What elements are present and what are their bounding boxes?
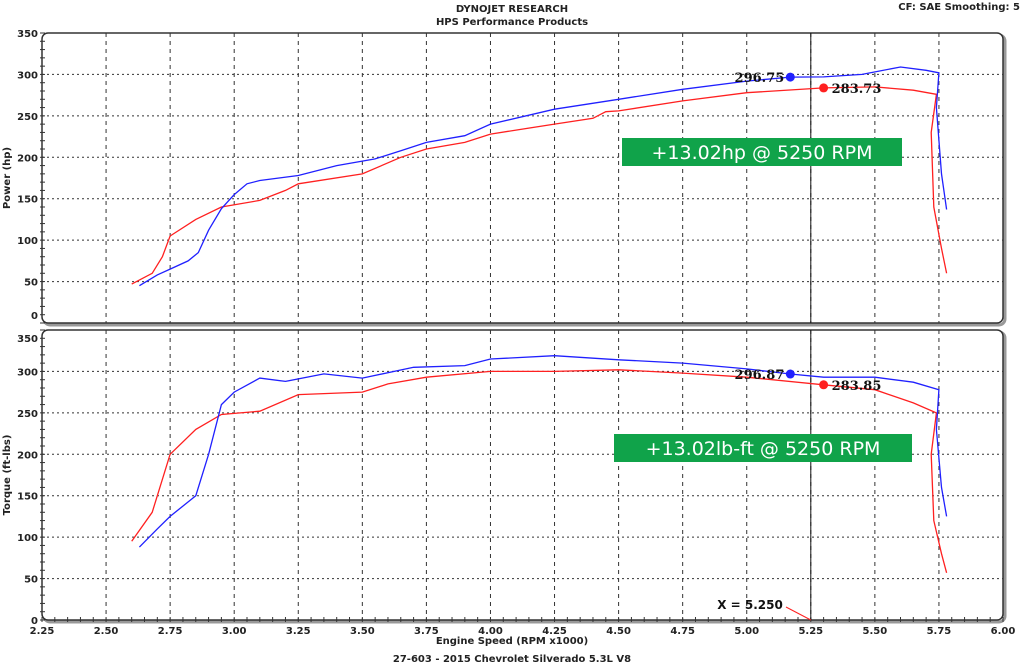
annotation-box bbox=[622, 138, 902, 166]
y-tick-label: 200 bbox=[17, 450, 38, 461]
x-tick-label: 4.75 bbox=[670, 626, 695, 637]
y-tick-label: 150 bbox=[17, 492, 38, 503]
x-tick-label: 5.50 bbox=[863, 626, 888, 637]
x-tick-label: 4.00 bbox=[478, 626, 503, 637]
y-tick-label: 100 bbox=[17, 236, 38, 247]
plot-frame bbox=[41, 32, 1004, 324]
y-tick-label: 300 bbox=[17, 367, 38, 378]
y-axis-title-torque: Torque (ft-lbs) bbox=[2, 435, 13, 516]
y-tick-label: 350 bbox=[17, 334, 38, 345]
data-label-baseline: 283.73 bbox=[832, 82, 882, 97]
y-tick-label: 100 bbox=[17, 533, 38, 544]
chart-title: DYNOJET RESEARCH bbox=[456, 4, 568, 15]
series-line-modified bbox=[138, 355, 948, 548]
power-panel: 0 50 100 150 200 250 300 350 296.75 283.73 +13.02h… bbox=[17, 29, 1007, 327]
x-tick-label: 2.75 bbox=[158, 626, 183, 637]
settings-label: CF: SAE Smoothing: 5 bbox=[898, 2, 1020, 13]
y-tick-label: 150 bbox=[17, 195, 38, 206]
annotation-text: +13.02lb-ft @ 5250 RPM bbox=[646, 438, 881, 460]
x-tick-label: 2.50 bbox=[94, 626, 119, 637]
series-line-baseline bbox=[131, 86, 948, 285]
y-axis-title-power: Power (hp) bbox=[2, 147, 13, 209]
x-tick-label: 6.00 bbox=[991, 626, 1016, 637]
plot-frame bbox=[41, 329, 1004, 621]
x-tick-label: 5.00 bbox=[734, 626, 759, 637]
series-line-baseline bbox=[131, 369, 948, 573]
data-marker-baseline bbox=[819, 83, 829, 93]
cursor-pointer-line bbox=[785, 606, 812, 621]
data-label-modified: 296.75 bbox=[735, 71, 785, 86]
y-tick-label: 350 bbox=[17, 29, 38, 40]
chart-subtitle: HPS Performance Products bbox=[436, 17, 588, 28]
x-tick-label: 3.75 bbox=[414, 626, 439, 637]
x-tick-label: 2.25 bbox=[30, 626, 55, 637]
y-tick-label: 250 bbox=[17, 409, 38, 420]
y-tick-label: 50 bbox=[24, 278, 38, 289]
x-tick-label: 3.50 bbox=[350, 626, 375, 637]
cursor-label: X = 5.250 bbox=[717, 598, 783, 612]
y-tick-label: 300 bbox=[17, 70, 38, 81]
y-tick-label: 200 bbox=[17, 153, 38, 164]
data-label-baseline: 283.85 bbox=[832, 379, 882, 394]
x-tick-label: 4.50 bbox=[606, 626, 631, 637]
y-tick-label: 0 bbox=[31, 616, 38, 627]
y-tick-label: 50 bbox=[24, 575, 38, 586]
data-marker-modified bbox=[785, 369, 795, 379]
annotation-box bbox=[614, 434, 912, 462]
run-label: 27-603 - 2015 Chevrolet Silverado 5.3L V… bbox=[393, 654, 631, 664]
series-line-modified bbox=[139, 66, 948, 287]
x-tick-label: 3.00 bbox=[222, 626, 247, 637]
torque-panel: 0 50 100 150 200 250 300 350 2.25 2.50 2.75 3.00 3.2… bbox=[17, 329, 1016, 637]
data-marker-modified bbox=[785, 72, 795, 82]
x-tick-label: 5.75 bbox=[927, 626, 952, 637]
x-tick-label: 3.25 bbox=[286, 626, 311, 637]
x-axis-title: Engine Speed (RPM x1000) bbox=[436, 636, 588, 647]
x-tick-label: 5.25 bbox=[798, 626, 823, 637]
x-tick-label: 4.25 bbox=[542, 626, 567, 637]
data-marker-baseline bbox=[819, 380, 829, 390]
data-label-modified: 296.87 bbox=[735, 368, 785, 383]
y-tick-label: 0 bbox=[31, 311, 38, 322]
annotation-text: +13.02hp @ 5250 RPM bbox=[652, 142, 873, 164]
y-tick-label: 250 bbox=[17, 112, 38, 123]
